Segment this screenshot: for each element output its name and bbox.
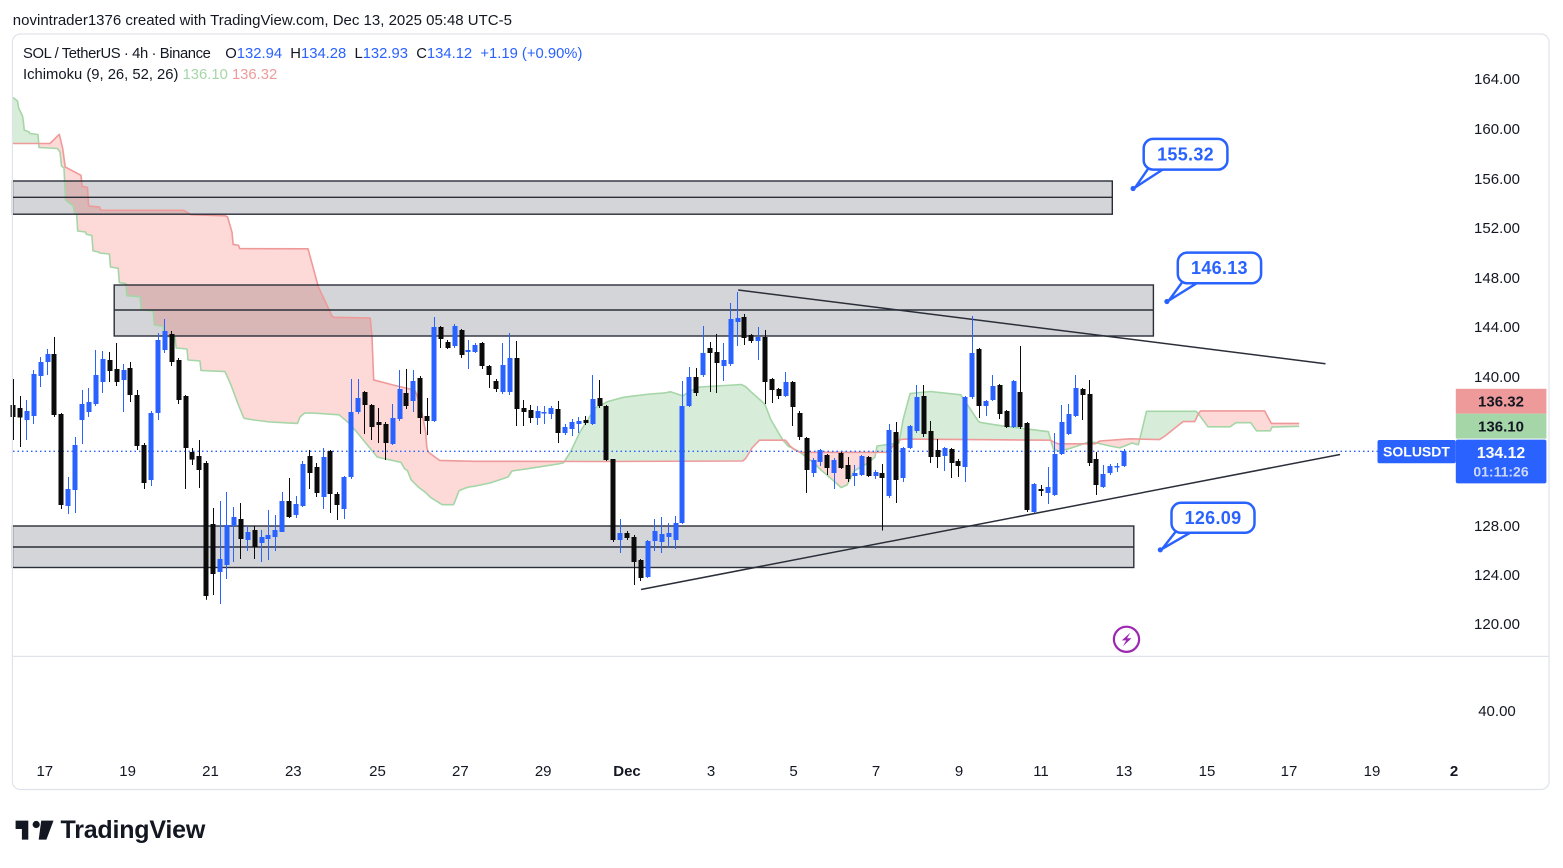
- svg-text:146.13: 146.13: [1191, 258, 1248, 278]
- svg-text:136.32: 136.32: [1478, 394, 1524, 411]
- svg-text:126.09: 126.09: [1185, 508, 1242, 528]
- svg-text:SOLUSDT: SOLUSDT: [1383, 443, 1450, 459]
- svg-text:134.12: 134.12: [1477, 445, 1526, 462]
- svg-text:136.10: 136.10: [1478, 418, 1524, 435]
- svg-text:01:11:26: 01:11:26: [1473, 464, 1528, 480]
- svg-text:155.32: 155.32: [1157, 144, 1214, 164]
